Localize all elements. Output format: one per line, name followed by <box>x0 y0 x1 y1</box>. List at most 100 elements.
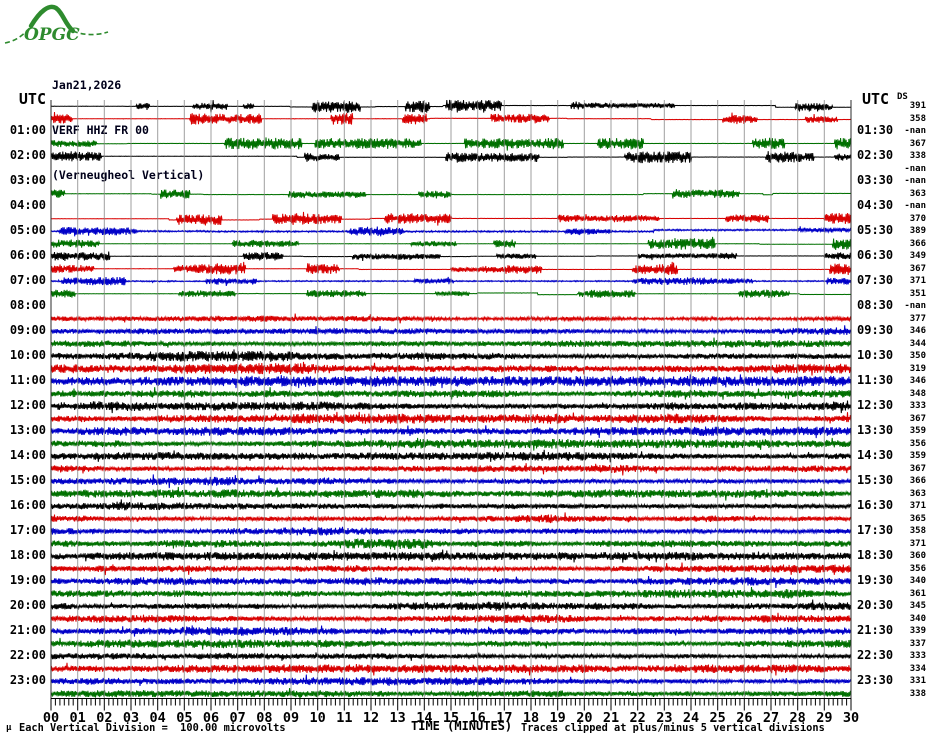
time-label-left: 11:00 <box>9 373 46 388</box>
time-label-right: 03:30 <box>857 173 894 188</box>
ds-value: 338 <box>909 151 926 162</box>
ds-value: 350 <box>909 351 926 362</box>
time-label-right: 09:30 <box>857 323 894 338</box>
minute-tick-label: 11 <box>336 710 353 726</box>
time-label-right: 14:30 <box>857 448 894 463</box>
ds-value: 346 <box>909 376 926 387</box>
ds-value: -nan <box>904 163 926 174</box>
ds-value: 356 <box>909 563 926 574</box>
ds-value: -nan <box>904 301 926 312</box>
minute-tick-label: 29 <box>816 710 833 726</box>
ds-value: 389 <box>909 226 926 237</box>
time-label-right: 07:30 <box>857 273 894 288</box>
minute-tick-label: 09 <box>282 710 300 726</box>
minute-tick-label: 14 <box>416 710 433 726</box>
ds-value: 344 <box>909 338 926 349</box>
time-label-right: 21:30 <box>857 623 894 638</box>
ds-value: 377 <box>909 313 926 324</box>
minute-tick-label: 16 <box>469 710 486 726</box>
time-label-right: 18:30 <box>857 548 894 563</box>
ds-value: 345 <box>909 601 926 612</box>
minute-tick-label: 25 <box>709 710 726 726</box>
logo-curve-dashed-right <box>72 30 109 36</box>
minute-tick-label: 06 <box>202 710 220 726</box>
time-label-left: 14:00 <box>9 448 46 463</box>
minute-tick-label: 07 <box>229 710 246 726</box>
logo-peak-curve <box>28 4 76 34</box>
minute-tick-label: 13 <box>389 710 406 726</box>
minute-tick-label: 15 <box>442 710 460 726</box>
clipping-note: Traces clipped at plus/minus 5 vertical … <box>521 722 825 734</box>
time-label-left: 05:00 <box>9 223 46 238</box>
time-label-right: 20:30 <box>857 598 894 613</box>
time-label-left: 13:00 <box>9 423 46 438</box>
time-label-right: 23:30 <box>857 673 894 688</box>
minute-tick-label: 24 <box>682 710 700 726</box>
minute-tick-label: 30 <box>842 710 860 726</box>
ds-value: 331 <box>909 676 926 687</box>
time-label-left: 08:00 <box>9 298 46 313</box>
time-label-right: 11:30 <box>857 373 894 388</box>
time-label-left: 09:00 <box>9 323 46 338</box>
ds-value: -nan <box>904 126 926 137</box>
time-label-left: 06:00 <box>9 248 46 263</box>
time-label-left: 21:00 <box>9 623 46 638</box>
minute-tick-label: 02 <box>96 710 113 726</box>
minute-tick-label: 10 <box>309 710 326 726</box>
x-axis-title: TIME (MINUTES) <box>411 719 513 733</box>
ds-value: 358 <box>909 113 926 124</box>
minute-tick-label: 22 <box>629 710 646 726</box>
time-label-right: 22:30 <box>857 648 894 663</box>
ds-value: 359 <box>909 451 926 462</box>
minute-tick-label: 19 <box>549 710 566 726</box>
minute-tick-label: 21 <box>602 710 620 726</box>
date-label: Jan21,2026 <box>52 78 122 92</box>
time-label-left: 10:00 <box>9 348 46 363</box>
ds-value: 367 <box>909 138 926 149</box>
opgc-logo-text: OPGC <box>24 25 80 45</box>
ds-value: 333 <box>909 651 926 662</box>
time-label-left: 04:00 <box>9 198 46 213</box>
ds-value: 338 <box>909 688 926 699</box>
ds-value: 360 <box>909 551 926 562</box>
ds-value: 337 <box>909 638 926 649</box>
time-label-left: 22:00 <box>9 648 46 663</box>
minute-tick-label: 04 <box>149 710 166 726</box>
time-label-right: 08:30 <box>857 298 894 313</box>
time-label-left: 16:00 <box>9 498 46 513</box>
time-label-right: 16:30 <box>857 498 894 513</box>
ds-value: 348 <box>909 388 926 399</box>
ds-value: 371 <box>909 538 926 549</box>
time-label-left: 19:00 <box>9 573 46 588</box>
time-label-right: 02:30 <box>857 148 894 163</box>
ds-value: 351 <box>909 288 926 299</box>
ds-value: 346 <box>909 326 926 337</box>
opgc-logo: OPGC <box>4 4 109 45</box>
ds-value: 366 <box>909 476 926 487</box>
ds-value: 340 <box>909 576 926 587</box>
ds-value: 363 <box>909 488 926 499</box>
utc-header-right: UTC <box>862 90 890 109</box>
ds-value: 334 <box>909 663 926 674</box>
ds-value: 358 <box>909 526 926 537</box>
ds-value: 349 <box>909 251 926 262</box>
ds-value: 333 <box>909 401 926 412</box>
time-label-right: 06:30 <box>857 248 894 263</box>
ds-value: 319 <box>909 363 926 374</box>
time-label-right: 10:30 <box>857 348 894 363</box>
time-label-right: 19:30 <box>857 573 894 588</box>
ds-value: 340 <box>909 613 926 624</box>
minute-tick-label: 05 <box>176 710 193 726</box>
minute-tick-label: 26 <box>736 710 753 726</box>
time-label-left: 03:00 <box>9 173 46 188</box>
time-label-left: 17:00 <box>9 523 46 538</box>
time-label-left: 02:00 <box>9 148 46 163</box>
minute-tick-label: 28 <box>789 710 806 726</box>
ds-value: -nan <box>904 176 926 187</box>
time-label-right: 13:30 <box>857 423 894 438</box>
time-label-left: 18:00 <box>9 548 46 563</box>
time-label-right: 17:30 <box>857 523 894 538</box>
time-label-left: 15:00 <box>9 473 46 488</box>
